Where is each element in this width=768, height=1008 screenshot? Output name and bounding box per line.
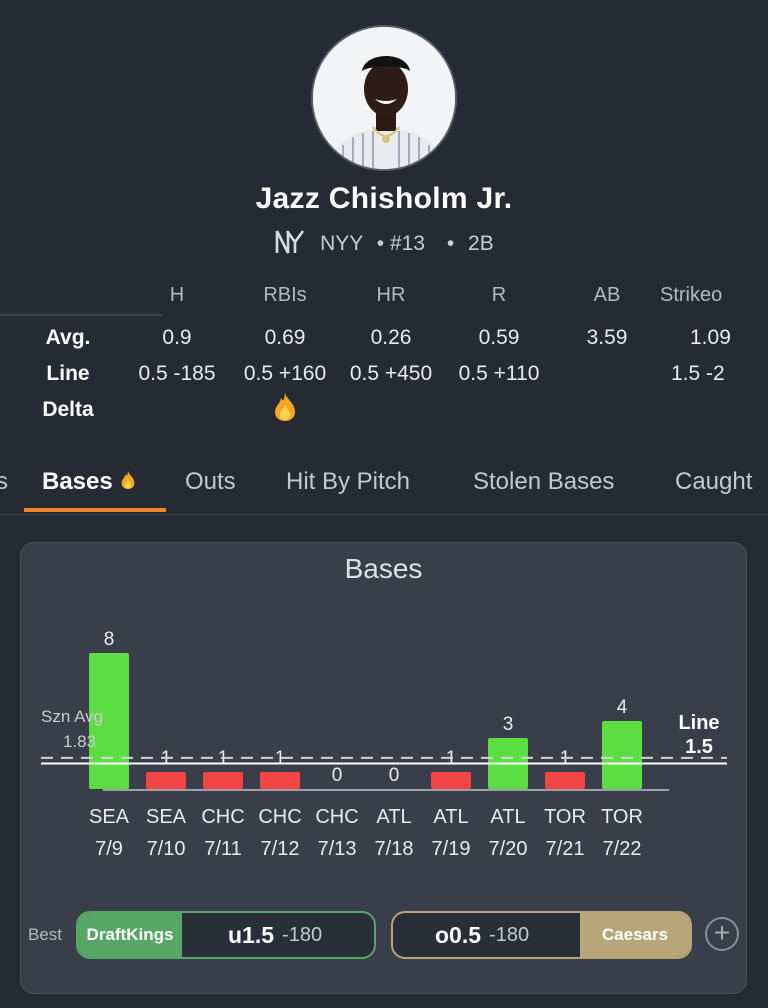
x-tick-date: 7/21: [546, 838, 585, 860]
chart-title: Bases: [344, 553, 423, 584]
stat-tabs: s Bases Outs Hit By Pitch Stolen Bases C…: [0, 458, 768, 515]
draftkings-odds-button[interactable]: DraftKings u1.5 -180: [76, 911, 376, 959]
x-tick-date: 7/11: [204, 838, 241, 860]
avg-hr: 0.26: [370, 326, 412, 349]
bar-value-label: 4: [617, 697, 628, 718]
x-tick-opponent: TOR: [544, 806, 586, 828]
x-tick-date: 7/19: [432, 838, 471, 860]
bar-10: [602, 721, 642, 789]
bar-4: [260, 772, 300, 789]
draftkings-logo: DraftKings: [78, 913, 182, 957]
player-name: Jazz Chisholm Jr.: [255, 182, 513, 215]
team-abbr: NYY: [320, 232, 363, 255]
draftkings-price: -180: [282, 923, 323, 946]
x-tick-opponent: CHC: [258, 806, 301, 828]
best-odds-label: Best: [28, 925, 63, 944]
season-avg-value: 1.83: [63, 732, 96, 751]
tab-outs[interactable]: Outs: [185, 468, 236, 495]
bar-9: [545, 772, 585, 789]
bar-value-label: 8: [104, 629, 115, 650]
bar-value-label: 3: [503, 714, 514, 735]
col-header-rbis: RBIs: [263, 284, 307, 306]
tab-hit-by-pitch[interactable]: Hit By Pitch: [286, 468, 411, 495]
avg-rbis: 0.69: [264, 326, 306, 349]
stats-table: H RBIs HR R AB Strikeo Avg. Line Delta 0…: [0, 284, 768, 424]
x-tick-date: 7/18: [375, 838, 414, 860]
bar-value-label: 0: [332, 765, 343, 786]
col-header-strikeouts: Strikeo: [660, 284, 723, 306]
line-label: Line: [678, 712, 719, 734]
player-team-info: NYY • #13 • 2B: [0, 228, 768, 262]
caesars-pick: o0.5: [435, 921, 482, 948]
col-header-h: H: [169, 284, 185, 306]
yankees-logo-icon: [274, 228, 308, 262]
fire-icon: [271, 392, 299, 424]
bar-7: [431, 772, 471, 789]
line-hr: 0.5 +450: [349, 362, 433, 385]
x-tick-date: 7/22: [603, 838, 642, 860]
player-photo: [313, 27, 455, 169]
col-header-ab: AB: [593, 284, 621, 306]
line-r: 0.5 +110: [458, 362, 540, 385]
avg-ab: 3.59: [586, 326, 628, 349]
active-tab-indicator: [24, 508, 166, 512]
x-tick-date: 7/20: [489, 838, 528, 860]
x-tick-opponent: CHC: [315, 806, 358, 828]
bases-bar-chart: 8SEA7/91SEA7/101CHC7/111CHC7/120CHC7/130…: [41, 629, 727, 860]
bar-3: [203, 772, 243, 789]
row-label-avg: Avg.: [45, 326, 91, 349]
caesars-odds-button[interactable]: o0.5 -180 Caesars: [391, 911, 692, 959]
tab-bases-label: Bases: [42, 468, 113, 495]
separator-dot: •: [446, 232, 455, 255]
caesars-odds: o0.5 -180: [435, 913, 529, 957]
bases-chart-card: Bases 8SEA7/91SEA7/101CHC7/111CHC7/120CH…: [20, 542, 747, 994]
col-header-hr: HR: [376, 284, 406, 306]
draftkings-odds: u1.5 -180: [228, 913, 322, 957]
row-label-delta: Delta: [42, 398, 94, 421]
player-avatar: [311, 25, 457, 171]
col-header-r: R: [491, 284, 507, 306]
fire-icon: [121, 471, 135, 489]
x-tick-opponent: ATL: [433, 806, 468, 828]
line-strikeouts: 1.5 -2: [671, 362, 725, 385]
tab-stolen-bases[interactable]: Stolen Bases: [473, 468, 615, 495]
caesars-logo: Caesars: [580, 913, 690, 957]
x-tick-opponent: ATL: [376, 806, 411, 828]
line-h: 0.5 -185: [138, 362, 216, 385]
tab-caught[interactable]: Caught: [675, 468, 753, 495]
x-tick-date: 7/9: [95, 838, 123, 860]
jersey-number: • #13: [376, 232, 425, 255]
avg-r: 0.59: [478, 326, 520, 349]
x-tick-opponent: TOR: [601, 806, 643, 828]
bar-value-label: 1: [275, 748, 286, 769]
row-label-line: Line: [46, 362, 90, 385]
line-value: 1.5: [685, 736, 713, 758]
season-avg-label: Szn Avg: [41, 707, 103, 726]
avg-h: 0.9: [162, 326, 192, 349]
x-tick-opponent: SEA: [146, 806, 187, 828]
add-icon[interactable]: +: [705, 917, 739, 951]
line-rbis: 0.5 +160: [243, 362, 327, 385]
x-tick-date: 7/12: [261, 838, 300, 860]
bar-2: [146, 772, 186, 789]
x-tick-opponent: SEA: [89, 806, 130, 828]
bar-1: [89, 653, 129, 789]
tab-prev-partial[interactable]: s: [0, 468, 8, 496]
tab-bases[interactable]: Bases: [42, 468, 137, 496]
player-position: 2B: [468, 232, 494, 255]
stats-divider: [0, 314, 162, 316]
avg-strikeouts: 1.09: [690, 326, 731, 349]
x-tick-opponent: CHC: [201, 806, 244, 828]
x-tick-date: 7/10: [147, 838, 186, 860]
x-tick-date: 7/13: [318, 838, 357, 860]
draftkings-pick: u1.5: [228, 921, 275, 948]
caesars-price: -180: [489, 923, 530, 946]
x-tick-opponent: ATL: [490, 806, 525, 828]
bar-value-label: 0: [389, 765, 400, 786]
